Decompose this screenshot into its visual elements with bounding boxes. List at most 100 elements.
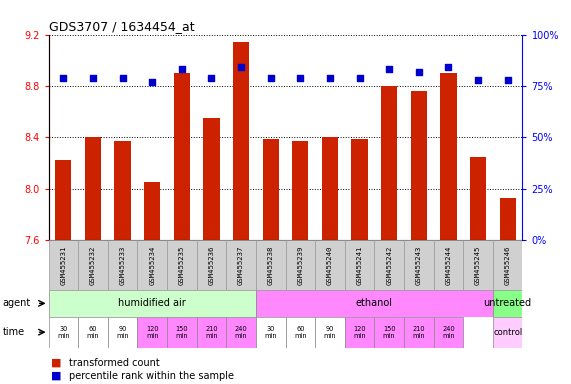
Bar [78, 240, 108, 290]
Bar [49, 317, 78, 348]
Point [325, 74, 335, 81]
Text: ethanol: ethanol [356, 298, 393, 308]
Bar [322, 137, 338, 240]
Text: GSM455244: GSM455244 [445, 245, 452, 285]
Bar [381, 86, 397, 240]
Text: percentile rank within the sample: percentile rank within the sample [69, 371, 234, 381]
Bar [345, 317, 375, 348]
Point [503, 77, 512, 83]
Bar [463, 240, 493, 290]
Text: humidified air: humidified air [118, 298, 186, 308]
Bar [375, 317, 404, 348]
Bar [375, 240, 404, 290]
Bar [263, 139, 279, 240]
Text: GSM455243: GSM455243 [416, 245, 422, 285]
Bar [493, 240, 522, 290]
Bar [203, 118, 220, 240]
Text: GSM455232: GSM455232 [90, 245, 96, 285]
Bar [55, 161, 71, 240]
Bar [286, 240, 315, 290]
Bar [167, 317, 196, 348]
Text: GSM455242: GSM455242 [386, 245, 392, 285]
Text: 60
min: 60 min [87, 326, 99, 339]
Bar [411, 91, 427, 240]
Bar [49, 290, 256, 317]
Text: GSM455245: GSM455245 [475, 245, 481, 285]
Bar [108, 317, 138, 348]
Bar [315, 240, 345, 290]
Bar [78, 317, 108, 348]
Bar [440, 73, 457, 240]
Bar [226, 240, 256, 290]
Point [414, 68, 423, 74]
Bar [345, 240, 375, 290]
Bar [493, 317, 522, 348]
Bar [256, 240, 286, 290]
Point [118, 74, 127, 81]
Bar [196, 317, 226, 348]
Bar [493, 290, 522, 317]
Text: control: control [493, 328, 522, 337]
Point [473, 77, 482, 83]
Text: 30
min: 30 min [57, 326, 70, 339]
Point [444, 65, 453, 71]
Text: agent: agent [3, 298, 31, 308]
Text: 60
min: 60 min [294, 326, 307, 339]
Bar [404, 317, 433, 348]
Text: 120
min: 120 min [353, 326, 366, 339]
Text: GSM455246: GSM455246 [505, 245, 510, 285]
Text: 210
min: 210 min [205, 326, 218, 339]
Bar [226, 317, 256, 348]
Bar [292, 141, 308, 240]
Text: 90
min: 90 min [324, 326, 336, 339]
Point [59, 74, 68, 81]
Text: GSM455238: GSM455238 [268, 245, 274, 285]
Point [266, 74, 275, 81]
Bar [470, 157, 486, 240]
Text: time: time [3, 327, 25, 337]
Point [296, 74, 305, 81]
Bar [315, 317, 345, 348]
Text: GSM455231: GSM455231 [61, 245, 66, 285]
Text: 120
min: 120 min [146, 326, 159, 339]
Bar [138, 240, 167, 290]
Text: GSM455236: GSM455236 [208, 245, 215, 285]
Text: 150
min: 150 min [175, 326, 188, 339]
Text: ■: ■ [51, 371, 62, 381]
Text: 240
min: 240 min [235, 326, 247, 339]
Bar [433, 317, 463, 348]
Bar [144, 182, 160, 240]
Bar [85, 137, 101, 240]
Text: GSM455237: GSM455237 [238, 245, 244, 285]
Text: untreated: untreated [484, 298, 532, 308]
Bar [351, 139, 368, 240]
Bar [108, 240, 138, 290]
Text: 150
min: 150 min [383, 326, 396, 339]
Bar [256, 290, 493, 317]
Bar [196, 240, 226, 290]
Bar [404, 240, 433, 290]
Bar [433, 240, 463, 290]
Text: 30
min: 30 min [264, 326, 277, 339]
Point [355, 74, 364, 81]
Text: 210
min: 210 min [412, 326, 425, 339]
Point [236, 65, 246, 71]
Point [177, 66, 186, 73]
Text: ■: ■ [51, 358, 62, 368]
Point [148, 79, 157, 85]
Bar [49, 240, 78, 290]
Bar [256, 317, 286, 348]
Bar [138, 317, 167, 348]
Bar [286, 317, 315, 348]
Text: GSM455239: GSM455239 [297, 245, 303, 285]
Text: GSM455241: GSM455241 [356, 245, 363, 285]
Text: 90
min: 90 min [116, 326, 129, 339]
Text: 240
min: 240 min [442, 326, 455, 339]
Text: transformed count: transformed count [69, 358, 159, 368]
Point [385, 66, 394, 73]
Text: GSM455240: GSM455240 [327, 245, 333, 285]
Text: GSM455235: GSM455235 [179, 245, 185, 285]
Bar [233, 42, 249, 240]
Point [207, 74, 216, 81]
Bar [174, 73, 190, 240]
